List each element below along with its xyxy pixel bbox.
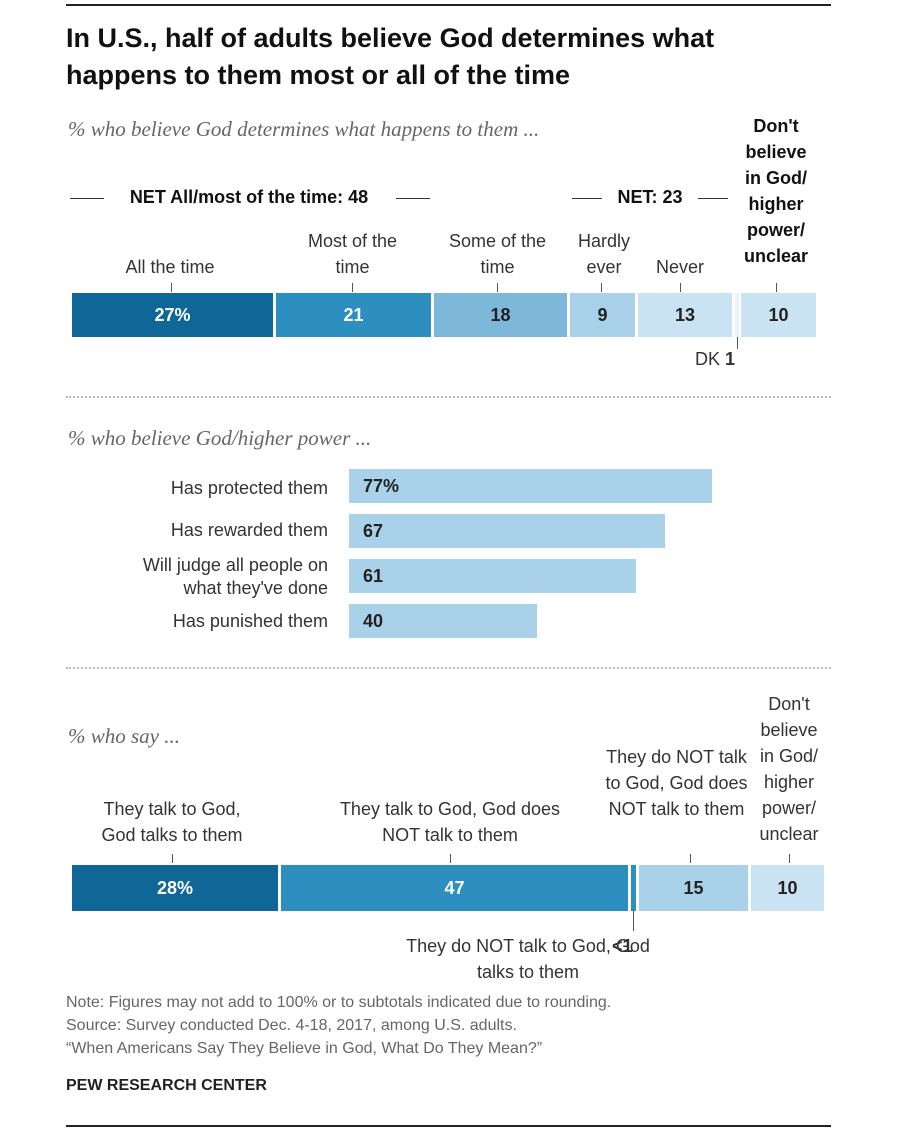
data-label: 10 [777,877,798,898]
chart2-cat-label: Has punished them [172,611,328,631]
net1-line-right [396,198,430,199]
data-label: 10 [768,304,789,325]
bar-segment: 27% [72,293,273,337]
net2-label: NET: 23 [617,187,683,207]
data-label: 67 [363,520,384,541]
chart3-cat-label: They talk to God, God does NOT talk to t… [339,799,561,845]
chart1-subtitle: % who believe God determines what happen… [68,117,540,141]
top-rule [66,4,831,6]
bar-segment: 10 [741,293,816,337]
bar-segment: 13 [638,293,732,337]
tick [172,854,173,863]
bar-segment-small [631,865,636,911]
dk-value: 1 [725,349,736,369]
chart1-cat-label: Some of the time [448,231,547,277]
chart1-cat-label: Most of the time [307,231,398,277]
note-text: Note: Figures may not add to 100% or to … [66,994,612,1011]
small-segment-category: They do NOT talk to God, God talks to th… [406,936,650,982]
bar-segment-dk [735,293,739,337]
chart1-cat-label: Never [655,257,704,277]
org-logo-text: PEW RESEARCH CENTER [66,1077,267,1094]
chart2-bar: 67 [349,514,665,548]
data-label: 18 [490,304,511,325]
chart2-cat-label: Has protected them [170,478,328,498]
chart2-bar: 61 [349,559,636,593]
data-label: 9 [597,304,608,325]
chart3-cat-label: Don't believe in God/ higher power/ uncl… [759,694,819,844]
bar-segment: 47 [281,865,628,911]
tick [601,283,602,292]
chart1-cat-label: Hardly ever [577,231,630,277]
net2-line-left [572,198,602,199]
small-segment-leader-line [633,911,634,931]
section-divider [66,396,831,398]
data-label: 28% [156,877,194,898]
data-label: 40 [363,610,384,631]
net2-line-right [698,198,728,199]
tick [776,283,777,292]
net1-line-left [70,198,104,199]
tick [450,854,451,863]
dk-category: DK [695,349,721,369]
data-label: 61 [363,565,384,586]
small-segment-label: They do NOT talk to God, God talks to th… [372,933,684,985]
data-label: 27% [154,304,191,325]
chart2-bar: 40 [349,604,537,638]
data-label: 47 [444,877,465,898]
data-label: 77% [363,475,400,496]
bar-segment: 10 [751,865,824,911]
chart2-subtitle: % who believe God/higher power ... [68,426,372,450]
chart-title: In U.S., half of adults believe God dete… [66,23,715,90]
section-divider [66,667,831,669]
tick [497,283,498,292]
tick [680,283,681,292]
report-title: “When Americans Say They Believe in God,… [66,1040,543,1057]
bar-segment: 9 [570,293,635,337]
tick [171,283,172,292]
bottom-rule [66,1125,831,1127]
chart1-cat-label: Don't believe in God/ higher power/ uncl… [743,116,809,266]
bar-segment: 28% [72,865,278,911]
source-text: Source: Survey conducted Dec. 4-18, 2017… [66,1017,517,1034]
chart2-bar: 77% [349,469,712,503]
bar-segment: 18 [434,293,567,337]
chart2-cat-label: Will judge all people on what they've do… [142,555,328,598]
bar-segment: 21 [276,293,431,337]
bar-segment: 15 [639,865,748,911]
data-label: 13 [674,304,696,325]
chart3-cat-label: They do NOT talk to God, God does NOT ta… [605,747,748,819]
data-label: 15 [683,877,704,898]
dk-leader-line [737,337,738,349]
net1-label: NET All/most of the time: 48 [129,187,369,207]
chart3-subtitle: % who say ... [68,724,180,748]
tick [789,854,790,863]
data-label: 21 [343,304,364,325]
chart3-cat-label: They talk to God, God talks to them [101,799,243,845]
small-segment-value: <1 [612,936,633,956]
tick [690,854,691,863]
dk-label: DK 1 [695,349,735,370]
chart1-cat-label: All the time [125,257,215,277]
chart2-cat-label: Has rewarded them [170,520,328,540]
tick [352,283,353,292]
